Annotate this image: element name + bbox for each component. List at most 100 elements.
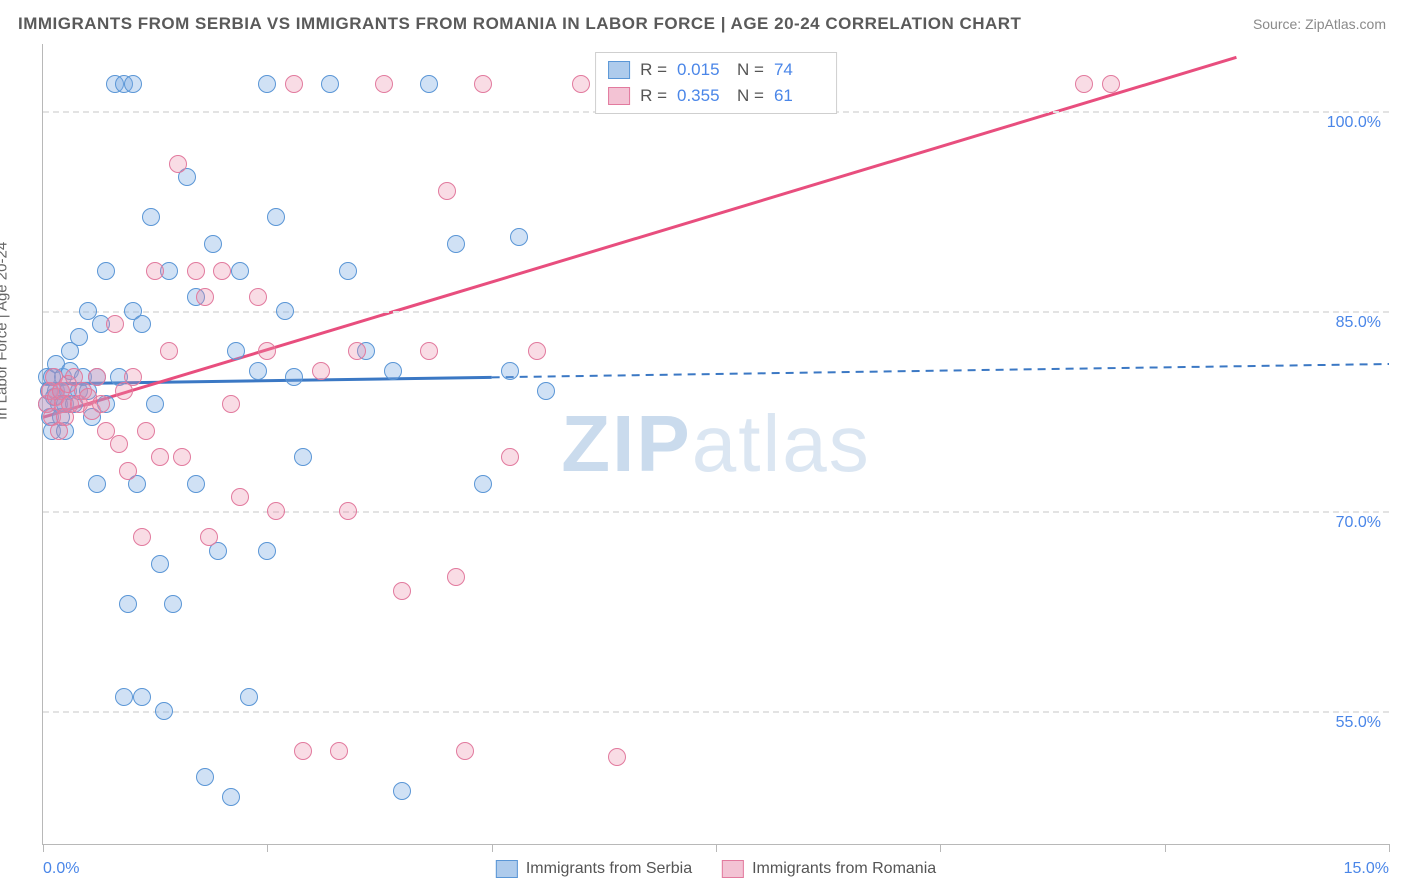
scatter-point bbox=[231, 262, 249, 280]
scatter-point bbox=[330, 742, 348, 760]
x-axis-min-label: 0.0% bbox=[43, 860, 79, 878]
scatter-point bbox=[155, 702, 173, 720]
scatter-point bbox=[276, 302, 294, 320]
chart-title: IMMIGRANTS FROM SERBIA VS IMMIGRANTS FRO… bbox=[18, 14, 1021, 34]
scatter-point bbox=[501, 448, 519, 466]
scatter-point bbox=[240, 688, 258, 706]
x-tick bbox=[43, 844, 44, 852]
scatter-point bbox=[312, 362, 330, 380]
x-tick bbox=[267, 844, 268, 852]
scatter-point bbox=[393, 582, 411, 600]
x-tick bbox=[716, 844, 717, 852]
scatter-point bbox=[321, 75, 339, 93]
scatter-point bbox=[231, 488, 249, 506]
scatter-point bbox=[447, 568, 465, 586]
scatter-point bbox=[164, 595, 182, 613]
scatter-point bbox=[160, 342, 178, 360]
n-label: N = bbox=[737, 83, 764, 109]
scatter-point bbox=[339, 502, 357, 520]
plot-area: ZIPatlas R = 0.015 N = 74 R = 0.355 N = … bbox=[42, 44, 1389, 845]
scatter-point bbox=[119, 595, 137, 613]
x-tick bbox=[1165, 844, 1166, 852]
scatter-point bbox=[70, 328, 88, 346]
gridline bbox=[43, 711, 1389, 713]
y-tick-label: 100.0% bbox=[1327, 114, 1381, 132]
scatter-point bbox=[92, 395, 110, 413]
scatter-point bbox=[169, 155, 187, 173]
scatter-point bbox=[294, 742, 312, 760]
scatter-point bbox=[393, 782, 411, 800]
y-tick-label: 70.0% bbox=[1336, 514, 1381, 532]
scatter-point bbox=[146, 262, 164, 280]
legend-row-romania: R = 0.355 N = 61 bbox=[608, 83, 824, 109]
legend-swatch-romania bbox=[608, 87, 630, 105]
scatter-point bbox=[375, 75, 393, 93]
legend-label-serbia: Immigrants from Serbia bbox=[526, 860, 692, 878]
scatter-point bbox=[124, 75, 142, 93]
gridline bbox=[43, 511, 1389, 513]
scatter-point bbox=[267, 208, 285, 226]
scatter-point bbox=[258, 75, 276, 93]
scatter-point bbox=[420, 75, 438, 93]
scatter-point bbox=[119, 462, 137, 480]
chart-container: IMMIGRANTS FROM SERBIA VS IMMIGRANTS FRO… bbox=[0, 0, 1406, 892]
n-label: N = bbox=[737, 57, 764, 83]
scatter-point bbox=[137, 422, 155, 440]
scatter-point bbox=[258, 342, 276, 360]
scatter-point bbox=[110, 435, 128, 453]
y-tick-label: 85.0% bbox=[1336, 314, 1381, 332]
scatter-point bbox=[124, 368, 142, 386]
scatter-point bbox=[528, 342, 546, 360]
r-value-serbia: 0.015 bbox=[677, 57, 727, 83]
scatter-point bbox=[213, 262, 231, 280]
x-axis-max-label: 15.0% bbox=[1344, 860, 1389, 878]
scatter-point bbox=[267, 502, 285, 520]
scatter-point bbox=[151, 555, 169, 573]
legend-swatch-romania bbox=[722, 860, 744, 878]
scatter-point bbox=[97, 262, 115, 280]
source-label: Source: ZipAtlas.com bbox=[1253, 16, 1386, 32]
r-label: R = bbox=[640, 83, 667, 109]
legend-label-romania: Immigrants from Romania bbox=[752, 860, 936, 878]
scatter-point bbox=[438, 182, 456, 200]
scatter-point bbox=[339, 262, 357, 280]
scatter-point bbox=[222, 788, 240, 806]
legend-swatch-serbia bbox=[608, 61, 630, 79]
scatter-point bbox=[456, 742, 474, 760]
legend-row-serbia: R = 0.015 N = 74 bbox=[608, 57, 824, 83]
scatter-point bbox=[348, 342, 366, 360]
scatter-point bbox=[133, 315, 151, 333]
scatter-point bbox=[173, 448, 191, 466]
r-label: R = bbox=[640, 57, 667, 83]
scatter-point bbox=[249, 288, 267, 306]
scatter-point bbox=[133, 528, 151, 546]
correlation-legend: R = 0.015 N = 74 R = 0.355 N = 61 bbox=[595, 52, 837, 114]
scatter-point bbox=[187, 475, 205, 493]
scatter-point bbox=[133, 688, 151, 706]
scatter-point bbox=[608, 748, 626, 766]
scatter-point bbox=[384, 362, 402, 380]
legend-swatch-serbia bbox=[496, 860, 518, 878]
scatter-point bbox=[146, 395, 164, 413]
legend-item-romania: Immigrants from Romania bbox=[722, 860, 936, 878]
scatter-point bbox=[187, 262, 205, 280]
legend-item-serbia: Immigrants from Serbia bbox=[496, 860, 692, 878]
r-value-romania: 0.355 bbox=[677, 83, 727, 109]
scatter-point bbox=[88, 368, 106, 386]
scatter-point bbox=[572, 75, 590, 93]
scatter-point bbox=[285, 75, 303, 93]
scatter-point bbox=[196, 288, 214, 306]
scatter-point bbox=[1102, 75, 1120, 93]
scatter-point bbox=[258, 542, 276, 560]
trend-lines bbox=[43, 44, 1389, 844]
scatter-point bbox=[294, 448, 312, 466]
gridline bbox=[43, 311, 1389, 313]
scatter-point bbox=[249, 362, 267, 380]
scatter-point bbox=[447, 235, 465, 253]
series-legend: Immigrants from Serbia Immigrants from R… bbox=[496, 860, 936, 878]
scatter-point bbox=[200, 528, 218, 546]
y-axis-label: In Labor Force | Age 20-24 bbox=[0, 242, 11, 420]
scatter-point bbox=[501, 362, 519, 380]
scatter-point bbox=[142, 208, 160, 226]
scatter-point bbox=[222, 395, 240, 413]
